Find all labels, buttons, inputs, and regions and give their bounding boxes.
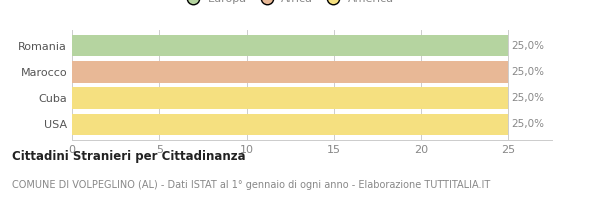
Text: COMUNE DI VOLPEGLINO (AL) - Dati ISTAT al 1° gennaio di ogni anno - Elaborazione: COMUNE DI VOLPEGLINO (AL) - Dati ISTAT a… bbox=[12, 180, 490, 190]
Text: Cittadini Stranieri per Cittadinanza: Cittadini Stranieri per Cittadinanza bbox=[12, 150, 245, 163]
Text: 25,0%: 25,0% bbox=[511, 93, 544, 103]
Text: 25,0%: 25,0% bbox=[511, 119, 544, 129]
Legend: Europa, Africa, America: Europa, Africa, America bbox=[178, 0, 398, 8]
Bar bbox=[72, 114, 508, 135]
Bar bbox=[72, 35, 508, 56]
Bar bbox=[72, 61, 508, 83]
Text: 25,0%: 25,0% bbox=[511, 41, 544, 51]
Text: 25,0%: 25,0% bbox=[511, 67, 544, 77]
Bar bbox=[72, 87, 508, 109]
